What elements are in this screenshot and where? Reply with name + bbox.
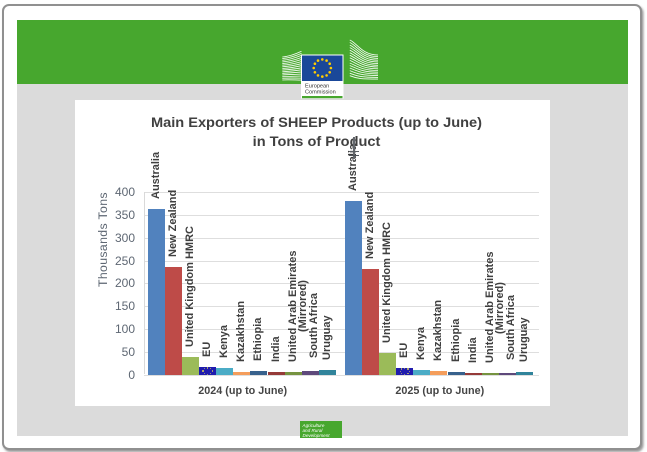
svg-text:European: European: [305, 84, 329, 90]
svg-text:Commission: Commission: [305, 90, 336, 96]
